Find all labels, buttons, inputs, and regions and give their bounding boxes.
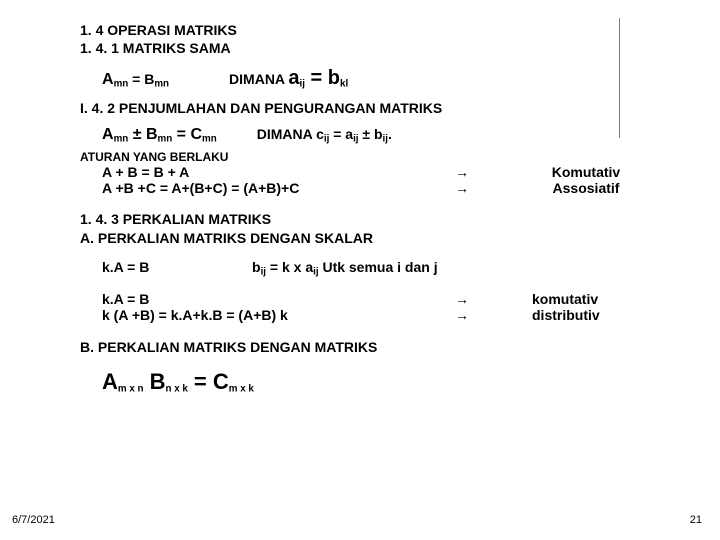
footer-pagenum: 21 (690, 514, 702, 526)
eq1-a: a (288, 67, 299, 89)
sec143-line1: 1. 4. 3 PERKALIAN MATRIKS (80, 210, 680, 228)
sec143-line2: A. PERKALIAN MATRIKS DENGAN SKALAR (80, 229, 680, 247)
footer: 6/7/2021 21 (12, 514, 702, 526)
eq1-A: A (102, 71, 114, 88)
arrow-3: → (432, 291, 492, 307)
scalar-rules: k.A = B → komutativ k (A +B) = k.A+k.B =… (102, 291, 680, 323)
eq2-mn2: mn (158, 133, 173, 144)
equation-matriks-sama: Amn = Bmn DIMANA aij = bkl (102, 67, 680, 90)
eq1-op: = (305, 67, 328, 89)
matrix-product: Am x n Bn x k = Cm x k (102, 369, 680, 395)
footer-date: 6/7/2021 (12, 514, 55, 526)
eq2-mn3: mn (202, 133, 217, 144)
prod-nxk: n x k (165, 384, 187, 395)
rule1-right: Komutativ (492, 164, 680, 180)
eq2-eqC: = C (172, 126, 202, 143)
scalar-eq: k.A = B bij = k x aij Utk semua i dan j (102, 259, 680, 277)
arrow-1: → (432, 164, 492, 180)
prod-mxn: m x n (118, 384, 144, 395)
eq1-dimana: DIMANA (229, 71, 288, 87)
aturan-label: ATURAN YANG BERLAKU (80, 150, 680, 164)
arrow-2: → (432, 180, 492, 196)
k1-left: k.A = B (102, 291, 432, 307)
heading-1: 1. 4 OPERASI MATRIKS (80, 22, 680, 40)
rule2-left: A +B +C = A+(B+C) = (A+B)+C (102, 180, 432, 196)
section-142: I. 4. 2 PENJUMLAHAN DAN PENGURANGAN MATR… (80, 100, 680, 116)
section-143: 1. 4. 3 PERKALIAN MATRIKS A. PERKALIAN M… (80, 210, 680, 246)
kab-k-a: = k x a (266, 259, 313, 275)
eq2-dimana-c: DIMANA c (257, 126, 324, 142)
eq1-sub-mn2: mn (154, 78, 169, 89)
prod-mxk: m x k (229, 384, 254, 395)
rule-assosiatif: A +B +C = A+(B+C) = (A+B)+C → Assosiatif (102, 180, 680, 196)
rule2-right: Assosiatif (492, 180, 680, 196)
section-B: B. PERKALIAN MATRIKS DENGAN MATRIKS (80, 339, 680, 355)
prod-B: B (143, 369, 165, 394)
prod-eqC: = C (188, 369, 229, 394)
decorative-line (619, 18, 620, 138)
eq2-pm-b: ± b (359, 126, 383, 142)
kab-left: k.A = B (102, 259, 252, 275)
prod-A: A (102, 369, 118, 394)
rule1-left: A + B = B + A (102, 164, 432, 180)
k2-left: k (A +B) = k.A+k.B = (A+B) k (102, 307, 432, 323)
eq2-eq-a: = a (329, 126, 353, 142)
eq1-eqB: = B (128, 71, 154, 87)
equation-penjumlahan: Amn ± Bmn = Cmn DIMANA cij = aij ± bij. (102, 126, 680, 144)
eq2-A: A (102, 126, 114, 143)
eq1-sub-mn: mn (114, 78, 129, 89)
arrow-4: → (432, 307, 492, 323)
k2-right: distributiv (492, 307, 680, 323)
eq1-kl: kl (340, 78, 348, 89)
eq2-pmB: ± B (128, 126, 157, 143)
eq2-mn: mn (114, 133, 129, 144)
heading-2: 1. 4. 1 MATRIKS SAMA (80, 40, 680, 58)
rule-komutativ: A + B = B + A → Komutativ (102, 164, 680, 180)
eq1-b: b (328, 67, 340, 89)
k1-right: komutativ (492, 291, 680, 307)
kab-b: b (252, 259, 261, 275)
kab-tail: Utk semua i dan j (319, 259, 438, 275)
eq2-dot: . (388, 126, 392, 142)
